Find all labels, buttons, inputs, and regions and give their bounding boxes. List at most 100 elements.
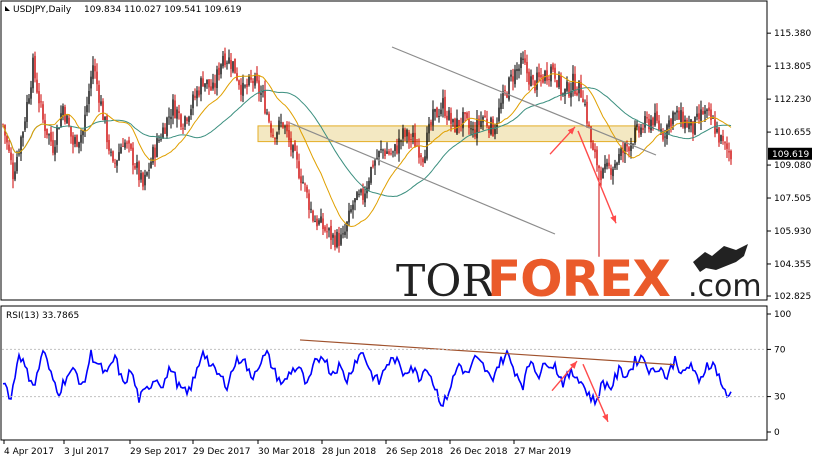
candle-body: [582, 98, 584, 103]
logo-text-com: .com: [688, 269, 762, 304]
candle-body: [494, 129, 496, 135]
rsi-forecast-arrow-down: [582, 363, 609, 423]
candle-body: [418, 145, 420, 158]
candle-body: [672, 112, 674, 125]
candle-body: [718, 127, 720, 143]
candle-body: [588, 124, 590, 126]
candle-body: [342, 233, 344, 235]
candle-body: [726, 143, 728, 149]
candle-body: [536, 72, 538, 90]
candle-body: [268, 113, 270, 122]
candle-body: [126, 142, 128, 144]
candle-body: [470, 128, 472, 130]
candle-body: [56, 126, 58, 145]
candle-body: [644, 116, 646, 128]
candle-body: [114, 162, 116, 164]
candle-body: [658, 120, 660, 130]
candle-body: [484, 115, 486, 118]
candle-body: [456, 118, 458, 134]
candle-body: [10, 152, 12, 161]
candle-body: [354, 198, 356, 203]
candle-body: [472, 128, 474, 131]
candle-body: [678, 110, 680, 120]
candle-body: [540, 74, 542, 78]
candle-body: [168, 116, 170, 118]
candle-body: [46, 128, 48, 136]
forecast-arrow-up-head: [567, 126, 575, 135]
candle-body: [520, 57, 522, 69]
candle-body: [478, 118, 480, 125]
candle-body: [228, 57, 230, 64]
candle-body: [52, 140, 54, 153]
candle-body: [66, 115, 68, 124]
resistance-zone-layer: [257, 125, 637, 143]
candle-body: [332, 234, 334, 238]
rsi-forecast-arrow-down-head: [602, 413, 608, 422]
candle-body: [468, 119, 470, 128]
candle-body: [198, 90, 200, 96]
candle-body: [206, 79, 208, 85]
candle-body: [178, 111, 180, 114]
candle-body: [140, 173, 142, 180]
candle-body: [278, 120, 280, 130]
candle-body: [630, 143, 632, 151]
candle-body: [442, 98, 444, 109]
candle-body: [592, 142, 594, 151]
candle-body: [446, 115, 448, 120]
candle-body: [720, 135, 722, 142]
candle-body: [376, 157, 378, 159]
candle-body: [68, 117, 70, 127]
candle-body: [614, 163, 616, 168]
candle-body: [444, 96, 446, 117]
candle-body: [316, 218, 318, 227]
candle-body: [560, 75, 562, 95]
candle-body: [294, 142, 296, 151]
candle-body: [288, 129, 290, 141]
candle-body: [340, 234, 342, 245]
candle-body: [78, 142, 80, 148]
moving-average-slow: [2, 87, 732, 198]
rsi-line-layer: [2, 339, 732, 423]
symbol-label: USDJPY,Daily: [13, 5, 72, 15]
candle-body: [400, 140, 402, 142]
candle-body: [396, 145, 398, 154]
candle-body: [432, 109, 434, 126]
candle-body: [564, 88, 566, 96]
candle-body: [166, 117, 168, 136]
candle-body: [646, 117, 648, 119]
candle-body: [304, 183, 306, 185]
candle-body: [94, 65, 96, 72]
candle-body: [674, 112, 676, 115]
candle-body: [430, 121, 432, 126]
candle-body: [652, 117, 654, 126]
candle-body: [246, 84, 248, 88]
candle-body: [664, 136, 666, 138]
candle-body: [298, 161, 300, 179]
candle-body: [170, 116, 172, 120]
candle-body: [578, 80, 580, 94]
candle-body: [666, 124, 668, 140]
candle-body: [562, 93, 564, 95]
candle-body: [336, 231, 338, 247]
candle-body: [636, 124, 638, 127]
candle-body: [14, 171, 16, 180]
current-price-tag: [768, 147, 812, 160]
candle-body: [290, 138, 292, 150]
candle-body: [296, 151, 298, 160]
moving-average-fast: [2, 73, 732, 228]
candle-body: [398, 138, 400, 154]
candle-body: [542, 76, 544, 83]
candle-body: [232, 61, 234, 72]
candle-body: [374, 160, 376, 166]
candle-body: [302, 181, 304, 183]
rsi-trendline: [299, 339, 676, 366]
candle-body: [110, 151, 112, 153]
candle-body: [594, 149, 596, 153]
candle-body: [420, 155, 422, 158]
candle-body: [160, 138, 162, 140]
candle-body: [548, 78, 550, 80]
candle-body: [200, 78, 202, 95]
candle-body: [242, 82, 244, 96]
candle-body: [498, 107, 500, 122]
date-axis-label: 4 Apr 2017: [4, 447, 54, 457]
